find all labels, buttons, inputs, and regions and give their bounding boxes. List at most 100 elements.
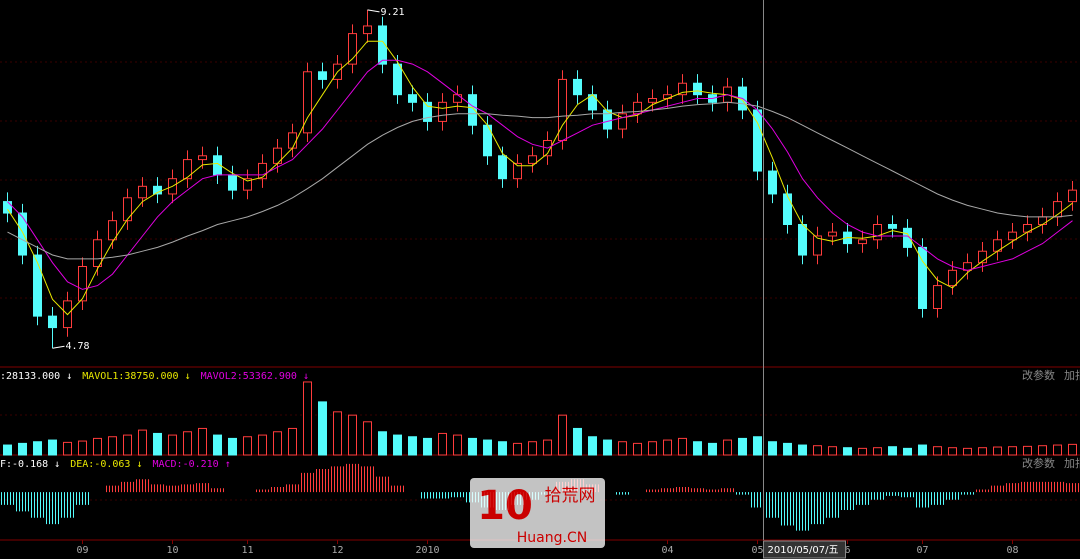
- candle-body: [198, 155, 207, 161]
- candle-body: [678, 82, 687, 96]
- candle-body: [858, 239, 867, 245]
- candle-body: [123, 197, 132, 222]
- legend-item: MACD:-0.210 ↑: [152, 459, 230, 470]
- volume-bar: [108, 436, 117, 456]
- volume-bar: [378, 431, 387, 456]
- candle-body: [438, 101, 447, 122]
- volume-bar: [963, 447, 972, 456]
- volume-bar: [663, 439, 672, 456]
- candle-body: [48, 315, 57, 329]
- candle-body: [528, 155, 537, 164]
- volume-bar: [78, 440, 87, 456]
- volume-bar: [648, 441, 657, 456]
- watermark-site: Huang.CN: [517, 530, 587, 546]
- volume-bar: [423, 437, 432, 456]
- volume-bar: [483, 439, 492, 456]
- volume-bar: [48, 439, 57, 456]
- panel-button[interactable]: 加指: [1064, 456, 1080, 470]
- volume-bar: [723, 439, 732, 456]
- volume-bar: [573, 427, 582, 456]
- x-tick-label: 08: [1006, 545, 1018, 556]
- volume-bar: [318, 401, 327, 456]
- candle-body: [663, 94, 672, 100]
- volume-bar: [213, 434, 222, 456]
- high-label: 9.21: [381, 7, 405, 18]
- candle-body: [228, 174, 237, 191]
- volume-bar: [333, 411, 342, 456]
- volume-bar: [858, 447, 867, 456]
- candle-body: [408, 94, 417, 103]
- volume-bar: [228, 437, 237, 456]
- low-label: 4.78: [66, 341, 90, 352]
- volume-bar: [498, 441, 507, 456]
- annotation-arrow: [367, 9, 380, 13]
- volume-bar: [1008, 446, 1017, 456]
- volume-bar: [708, 442, 717, 456]
- volume-bar: [948, 447, 957, 456]
- candle-body: [768, 170, 777, 195]
- candle-body: [78, 265, 87, 302]
- panel-button[interactable]: 加指: [1064, 368, 1080, 382]
- candle-body: [3, 201, 12, 214]
- volume-bar: [1023, 445, 1032, 456]
- candle-body: [318, 71, 327, 80]
- moving-average: [7, 40, 1073, 316]
- volume-bar: [168, 434, 177, 456]
- candle-body: [783, 193, 792, 225]
- candle-body: [828, 231, 837, 237]
- candle-body: [303, 71, 312, 134]
- volume-bar: [768, 441, 777, 456]
- candle-body: [873, 223, 882, 241]
- volume-bar: [33, 441, 42, 456]
- volume-bar: [198, 427, 207, 456]
- volume-bar: [588, 436, 597, 456]
- candle-body: [468, 94, 477, 126]
- volume-bar: [363, 421, 372, 456]
- volume-bar: [138, 429, 147, 456]
- volume-bar: [558, 414, 567, 456]
- x-tick-label: 2010: [415, 545, 439, 556]
- volume-bar: [603, 439, 612, 456]
- x-tick-label: 05: [751, 545, 763, 556]
- candle-body: [618, 113, 627, 130]
- x-tick-label: 11: [241, 545, 253, 556]
- volume-bar: [678, 437, 687, 456]
- volume-bar: [738, 437, 747, 456]
- panel-button[interactable]: 改参数: [1022, 456, 1055, 470]
- legend-item: :28133.000 ↓: [0, 371, 72, 382]
- candle-body: [423, 101, 432, 122]
- volume-bar: [1038, 445, 1047, 456]
- candle-body: [108, 220, 117, 241]
- volume-bar: [813, 445, 822, 456]
- x-tick-label: 6: [844, 545, 850, 556]
- watermark-number: 10: [477, 483, 533, 529]
- volume-bar: [123, 434, 132, 456]
- candle-body: [978, 250, 987, 264]
- panel-button[interactable]: 改参数: [1022, 368, 1055, 382]
- candle-body: [948, 269, 957, 287]
- candle-body: [378, 25, 387, 65]
- candle-body: [603, 109, 612, 130]
- candle-body: [933, 285, 942, 309]
- candle-body: [1068, 189, 1077, 203]
- volume-bar: [693, 441, 702, 456]
- volume-bar: [978, 447, 987, 456]
- volume-bar: [828, 446, 837, 456]
- volume-bar: [798, 444, 807, 456]
- volume-bar: [438, 432, 447, 456]
- volume-bar: [93, 437, 102, 456]
- candle-body: [153, 185, 162, 195]
- crosshair-box: [763, 540, 846, 559]
- volume-bar: [918, 444, 927, 456]
- candle-body: [258, 162, 267, 180]
- candle-body: [93, 239, 102, 267]
- volume-bar: [408, 436, 417, 456]
- moving-average: [7, 101, 1073, 260]
- candle-body: [33, 254, 42, 317]
- x-tick-label: 09: [76, 545, 88, 556]
- watermark: 10 拾荒网 Huang.CN: [470, 478, 605, 548]
- candle-body: [363, 25, 372, 35]
- candle-body: [138, 185, 147, 199]
- volume-bar: [453, 434, 462, 456]
